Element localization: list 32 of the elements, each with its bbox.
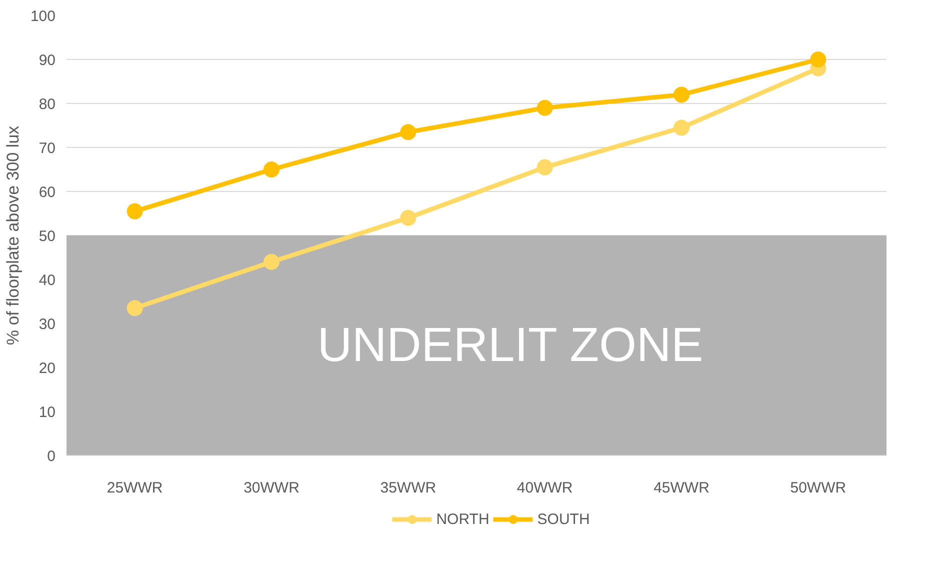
legend-label: NORTH: [436, 510, 490, 528]
x-tick-label: 45WWR: [654, 480, 710, 496]
y-tick-label: 80: [38, 96, 56, 113]
point: [536, 159, 553, 176]
point: [264, 162, 280, 178]
band-label: UNDERLIT ZONE: [317, 319, 704, 372]
y-tick-label: 90: [38, 52, 56, 69]
x-tick-label: 40WWR: [516, 480, 573, 496]
y-tick-label: 40: [38, 272, 56, 289]
point: [674, 86, 690, 103]
y-tick-label: 50: [38, 228, 56, 245]
x-tick-label: 35WWR: [380, 480, 436, 496]
y-tick-label: 100: [30, 8, 56, 25]
point: [400, 210, 416, 226]
point: [810, 52, 826, 68]
y-tick-label: 10: [38, 404, 56, 421]
legend-label: SOUTH: [537, 510, 590, 528]
point: [126, 300, 143, 316]
x-tick-label: 50WWR: [790, 480, 846, 496]
x-tick-label: 25WWR: [106, 480, 163, 496]
point: [400, 124, 416, 140]
point: [536, 100, 553, 116]
y-tick-label: 30: [38, 316, 56, 333]
y-tick-label: 0: [47, 448, 56, 465]
y-tick-label: 60: [38, 184, 56, 201]
y-tick-label: 70: [38, 140, 56, 157]
y-tick-label: 20: [38, 360, 56, 377]
y-axis-title: % of floorplate above 300 lux: [3, 125, 22, 346]
point: [674, 120, 690, 136]
point: [126, 203, 143, 220]
x-tick-label: 30WWR: [244, 480, 300, 496]
point: [264, 254, 280, 270]
